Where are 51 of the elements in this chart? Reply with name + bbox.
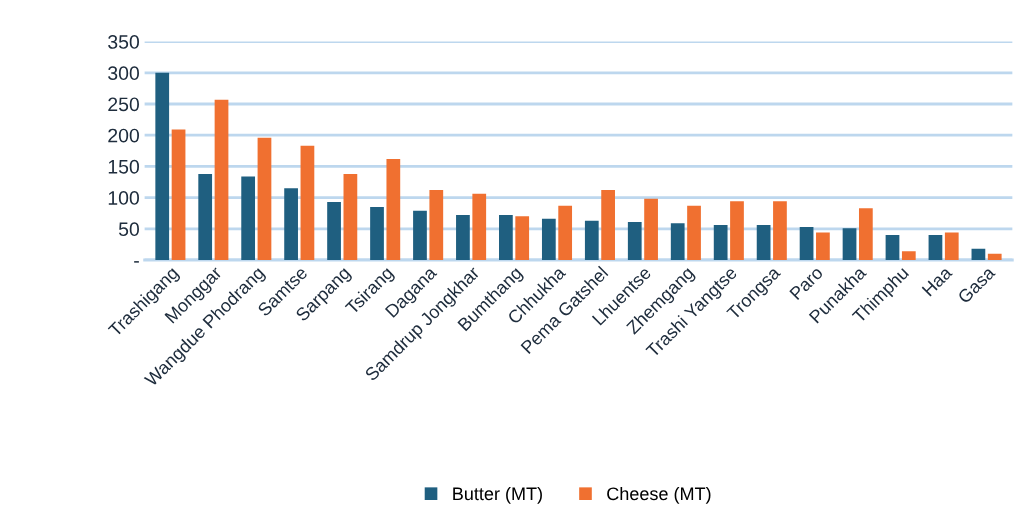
bar [155,72,170,260]
bar [971,248,986,260]
bar [456,215,470,260]
bar [601,190,615,260]
bar [944,232,959,260]
y-tick-label: 250 [108,97,139,112]
bar [541,218,556,260]
bar [171,129,186,260]
bar [842,228,857,260]
bar [300,145,315,260]
bar [515,216,530,260]
bar [327,201,341,260]
bar [386,158,401,260]
bar [499,215,513,260]
bar [816,232,830,260]
y-tick-label: 100 [108,191,139,205]
legend-label: Cheese (MT) [607,486,711,504]
bar [627,221,642,260]
bar [214,99,229,260]
bar [284,188,298,260]
bar [241,176,256,260]
y-tick-label: 200 [108,128,139,143]
bar [257,137,272,260]
bar [198,173,213,260]
bar [413,210,427,260]
y-tick-label: 350 [108,35,139,49]
bar [472,193,487,260]
y-tick-label: 150 [108,159,139,174]
bar [799,226,814,260]
bar [858,208,873,260]
bar [773,201,787,260]
y-tick-label: 300 [108,66,139,81]
bar [644,198,658,260]
bar [584,220,599,260]
bar [928,235,943,260]
x-tick-label: Haa [921,265,953,297]
y-tick-label: - [134,261,139,263]
bar [429,190,444,260]
bar [987,253,1002,260]
bar [713,225,728,260]
bar [687,205,701,260]
bar [370,206,384,260]
bar [670,223,685,260]
y-tick-label: 50 [118,222,139,237]
legend-label: Butter (MT) [453,486,542,504]
bar [558,205,573,260]
bar [730,201,744,260]
bar [343,173,358,260]
bar [901,251,916,260]
bar [756,225,771,260]
bar [885,235,900,260]
